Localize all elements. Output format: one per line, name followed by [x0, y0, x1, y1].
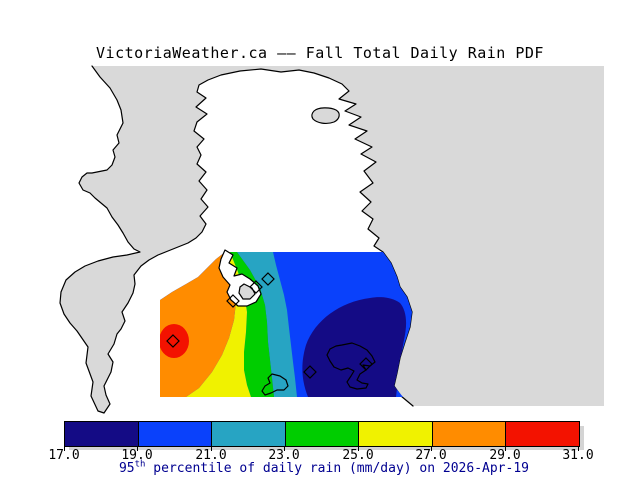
caption-superscript: th: [134, 459, 146, 470]
colorbar-caption: 95th percentile of daily rain (mm/day) o…: [0, 459, 640, 476]
colorbar-tick: [284, 446, 285, 451]
colorbar-tick: [137, 446, 138, 451]
contour-band-yellow: [186, 252, 251, 397]
contour-band-navy: [302, 297, 407, 397]
colorbar-tick-label: 25.0: [342, 448, 374, 463]
colorbar-tick-label: 29.0: [489, 448, 521, 463]
contour-plot: [160, 252, 412, 397]
caption-rest: percentile of daily rain (mm/day) on 202…: [145, 461, 529, 476]
colorbar-seg-19-21: [137, 422, 212, 446]
contour-band-red: [160, 324, 189, 358]
station-marker: [166, 334, 180, 348]
page-title: VictoriaWeather.ca —— Fall Total Daily R…: [96, 44, 544, 62]
station-marker: [226, 294, 240, 308]
station-marker: [359, 357, 373, 371]
station-marker: [261, 272, 275, 286]
colorbar-seg-25-27: [358, 422, 432, 446]
coastline: [59, 65, 414, 414]
colorbar-tick: [211, 446, 212, 451]
contour-band-green: [230, 252, 274, 397]
lake: [311, 107, 340, 125]
caption-prefix: 95: [118, 461, 135, 476]
colorbar-tick-label: 31.0: [562, 448, 594, 463]
island-outline-small: [261, 373, 289, 396]
colorbar: [64, 421, 580, 447]
colorbar-tick: [358, 446, 359, 451]
station-marker: [303, 365, 317, 379]
contour-band-orange: [160, 252, 236, 397]
colorbar-tick-label: 23.0: [268, 448, 300, 463]
colorbar-tick-label: 27.0: [415, 448, 447, 463]
water-area: [60, 66, 604, 413]
colorbar-tick: [505, 446, 506, 451]
colorbar-seg-27-29: [431, 422, 506, 446]
station-marker: [249, 280, 263, 294]
colorbar-tick-label: 19.0: [121, 448, 153, 463]
colorbar-seg-21-23: [211, 422, 285, 446]
colorbar-tick: [431, 446, 432, 451]
station-markers: [166, 272, 373, 379]
colorbar-tick: [578, 446, 579, 451]
colorbar-seg-17-19: [65, 422, 138, 446]
contour-band-teal: [237, 252, 297, 397]
colorbar-tick-label: 21.0: [195, 448, 227, 463]
island-outline-large: [326, 342, 376, 390]
colorbar-seg-23-25: [284, 422, 359, 446]
colorbar-tick: [64, 446, 65, 451]
colorbar-seg-29-31: [505, 422, 580, 446]
colorbar-tick-label: 17.0: [48, 448, 80, 463]
